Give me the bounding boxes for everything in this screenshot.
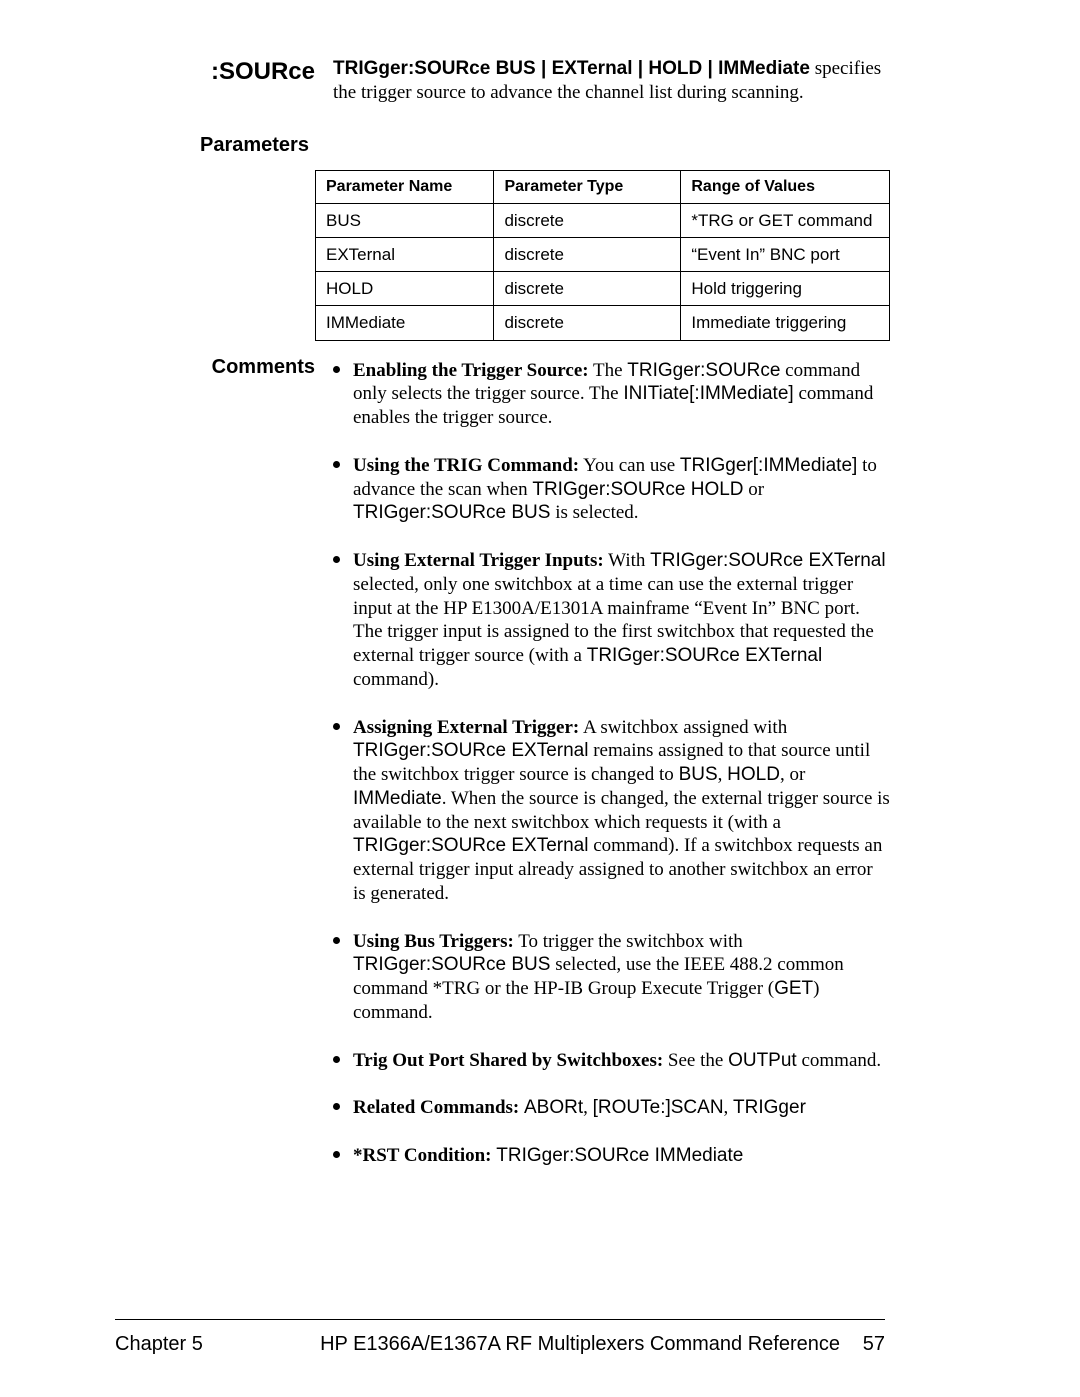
- comment-text: ,: [583, 1097, 593, 1118]
- comment-item: Using Bus Triggers: To trigger the switc…: [353, 926, 890, 1025]
- comment-code: TRIGger:SOURce EXTernal: [353, 835, 588, 856]
- comment-lead: Using the TRIG Command:: [353, 455, 579, 476]
- table-cell: “Event In” BNC port: [681, 237, 890, 271]
- comments-label-col: Comments: [200, 355, 333, 380]
- parameters-table: Parameter Name Parameter Type Range of V…: [315, 170, 890, 341]
- comment-code: TRIGger:SOURce: [627, 360, 780, 381]
- comment-lead: *RST Condition:: [353, 1145, 492, 1166]
- table-row: EXTernaldiscrete“Event In” BNC port: [316, 237, 890, 271]
- comment-item: Using External Trigger Inputs: With TRIG…: [353, 545, 890, 692]
- comment-code: ABORt: [524, 1097, 583, 1118]
- comment-item: Assigning External Trigger: A switchbox …: [353, 712, 890, 906]
- comment-text: , or: [780, 764, 805, 785]
- comment-code: HOLD: [727, 764, 780, 785]
- comments-content: Enabling the Trigger Source: The TRIGger…: [333, 355, 890, 1188]
- page-footer: Chapter 5 HP E1366A/E1367A RF Multiplexe…: [115, 1319, 885, 1357]
- comment-code: TRIGger: [733, 1097, 806, 1118]
- footer-right: HP E1366A/E1367A RF Multiplexers Command…: [320, 1332, 885, 1357]
- comment-lead: Using External Trigger Inputs:: [353, 550, 604, 571]
- comment-code: TRIGger:SOURce HOLD: [532, 479, 743, 500]
- table-cell: discrete: [494, 272, 681, 306]
- comment-text: is selected.: [550, 502, 638, 523]
- source-heading: :SOURce: [211, 58, 315, 85]
- table-header-row: Parameter Name Parameter Type Range of V…: [316, 170, 890, 203]
- comment-code: IMMediate: [353, 788, 442, 809]
- table-cell: *TRG or GET command: [681, 203, 890, 237]
- comment-code: TRIGger:SOURce EXTernal: [587, 645, 822, 666]
- table-cell: BUS: [316, 203, 494, 237]
- comment-text: A switchbox assigned with: [579, 717, 787, 738]
- comment-code: TRIGger:SOURce IMMediate: [496, 1145, 743, 1166]
- comment-code: TRIGger:SOURce EXTernal: [353, 740, 588, 761]
- comment-lead: Trig Out Port Shared by Switchboxes:: [353, 1050, 663, 1071]
- col-header-name: Parameter Name: [316, 170, 494, 203]
- comment-item: *RST Condition: TRIGger:SOURce IMMediate: [353, 1140, 890, 1168]
- comment-lead: Enabling the Trigger Source:: [353, 360, 589, 381]
- comment-item: Using the TRIG Command: You can use TRIG…: [353, 450, 890, 525]
- source-syntax: TRIGger:SOURce BUS | EXTernal | HOLD | I…: [333, 57, 890, 105]
- comment-code: [ROUTe:]SCAN: [593, 1097, 724, 1118]
- footer-title: HP E1366A/E1367A RF Multiplexers Command…: [320, 1333, 840, 1355]
- comment-code: GET: [774, 978, 813, 999]
- comment-lead: Using Bus Triggers:: [353, 931, 514, 952]
- table-row: IMMediatediscreteImmediate triggering: [316, 306, 890, 340]
- comment-code: TRIGger:SOURce BUS: [353, 502, 550, 523]
- comment-text: command).: [353, 669, 439, 690]
- table-cell: Immediate triggering: [681, 306, 890, 340]
- comment-lead: Assigning External Trigger:: [353, 717, 579, 738]
- comment-text: or: [744, 479, 765, 500]
- table-cell: discrete: [494, 306, 681, 340]
- comment-item: Related Commands: ABORt, [ROUTe:]SCAN, T…: [353, 1092, 890, 1120]
- source-heading-row: :SOURce TRIGger:SOURce BUS | EXTernal | …: [200, 57, 890, 105]
- table-cell: HOLD: [316, 272, 494, 306]
- footer-left: Chapter 5: [115, 1332, 203, 1357]
- table-cell: discrete: [494, 203, 681, 237]
- col-header-type: Parameter Type: [494, 170, 681, 203]
- comment-code: OUTPut: [728, 1050, 797, 1071]
- comment-lead: Related Commands:: [353, 1097, 519, 1118]
- table-cell: discrete: [494, 237, 681, 271]
- syntax-bold: TRIGger:SOURce BUS | EXTernal | HOLD | I…: [333, 58, 810, 79]
- comment-text: See the: [663, 1050, 728, 1071]
- table-row: BUSdiscrete*TRG or GET command: [316, 203, 890, 237]
- table-cell: EXTernal: [316, 237, 494, 271]
- comment-text: To trigger the switchbox with: [514, 931, 743, 952]
- comment-text: With: [604, 550, 650, 571]
- table-cell: IMMediate: [316, 306, 494, 340]
- comment-text: ,: [718, 764, 728, 785]
- comments-label: Comments: [212, 356, 315, 378]
- parameters-label: Parameters: [200, 133, 890, 158]
- comment-code: TRIGger:SOURce BUS: [353, 954, 550, 975]
- comment-item: Enabling the Trigger Source: The TRIGger…: [353, 355, 890, 430]
- table-row: HOLDdiscreteHold triggering: [316, 272, 890, 306]
- comment-text: You can use: [579, 455, 680, 476]
- comment-code: TRIGger:SOURce EXTernal: [650, 550, 885, 571]
- col-header-range: Range of Values: [681, 170, 890, 203]
- comment-text: ,: [724, 1097, 734, 1118]
- source-heading-label: :SOURce: [200, 57, 333, 87]
- comment-code: TRIGger[:IMMediate]: [680, 455, 857, 476]
- comment-code: INITiate[:IMMediate]: [623, 383, 793, 404]
- document-page: :SOURce TRIGger:SOURce BUS | EXTernal | …: [0, 0, 1080, 1397]
- comment-text: The: [589, 360, 628, 381]
- comments-row: Comments Enabling the Trigger Source: Th…: [200, 355, 890, 1188]
- comment-text: command.: [797, 1050, 881, 1071]
- table-cell: Hold triggering: [681, 272, 890, 306]
- comments-list: Enabling the Trigger Source: The TRIGger…: [333, 355, 890, 1168]
- footer-page-number: 57: [855, 1332, 885, 1357]
- comment-code: BUS: [679, 764, 718, 785]
- comment-item: Trig Out Port Shared by Switchboxes: See…: [353, 1045, 890, 1073]
